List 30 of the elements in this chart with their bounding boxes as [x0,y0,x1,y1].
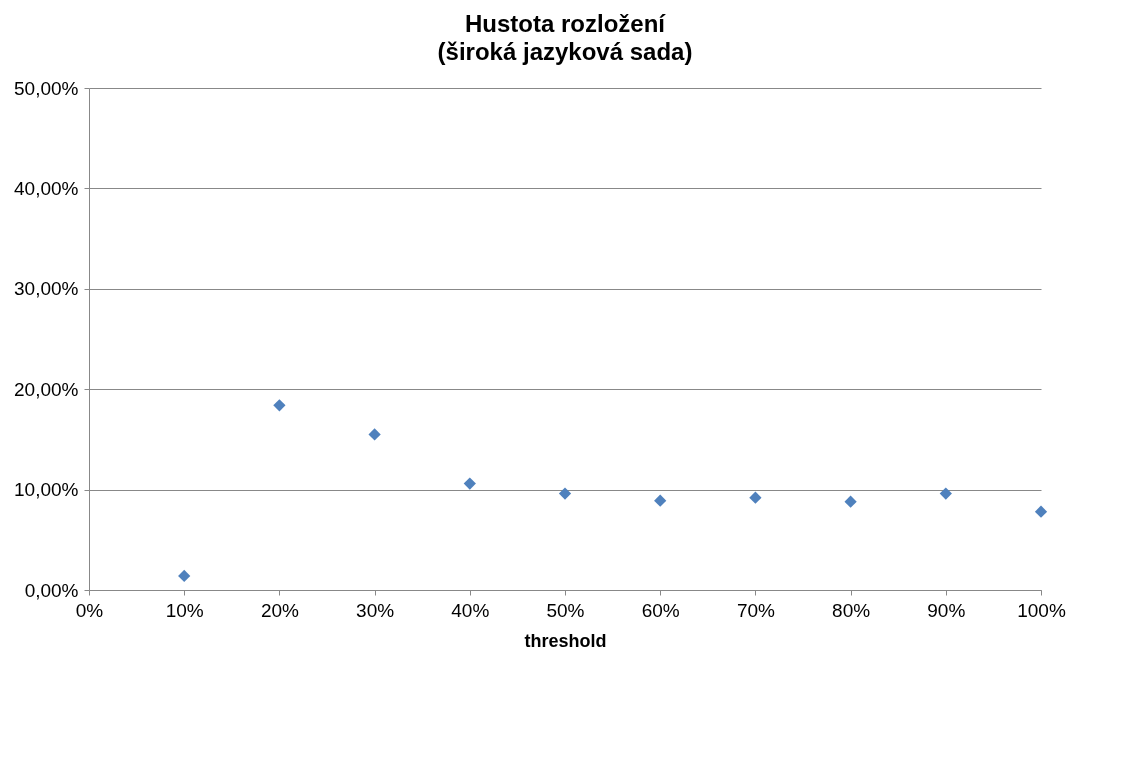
x-tick-label: 10% [165,599,204,621]
y-tick-label: 30,00% [14,278,79,300]
point [463,477,476,490]
chart-subtitle: (široká jazyková sada) [437,38,693,65]
x-tick-label: 0% [75,599,104,621]
x-tick-label: 70% [736,599,776,621]
point [273,399,286,412]
y-tick-label: 20,00% [14,378,79,400]
point [368,428,381,441]
y-tick-label: 10,00% [14,479,79,501]
x-tick-label: 20% [260,599,300,621]
y-tick-label: 40,00% [14,177,79,199]
point [654,494,667,507]
x-tick-label: 30% [356,599,395,621]
x-tick-label: 40% [451,599,490,621]
y-tick-label: 0,00% [24,579,79,601]
y-tick-label: 50,00% [14,77,79,99]
point [1034,505,1048,518]
point [844,495,857,508]
x-axis-title: threshold [524,630,607,651]
x-tick-label: 80% [832,599,871,621]
x-tick-label: 50% [546,599,585,621]
x-tick-label: 60% [641,599,680,621]
x-tick-label: 90% [927,599,966,621]
point [558,487,572,500]
point [749,491,762,504]
x-tick-label: 100% [1017,599,1066,621]
point [178,569,191,583]
point [939,487,952,500]
chart-title: Hustota rozložení [464,10,667,37]
